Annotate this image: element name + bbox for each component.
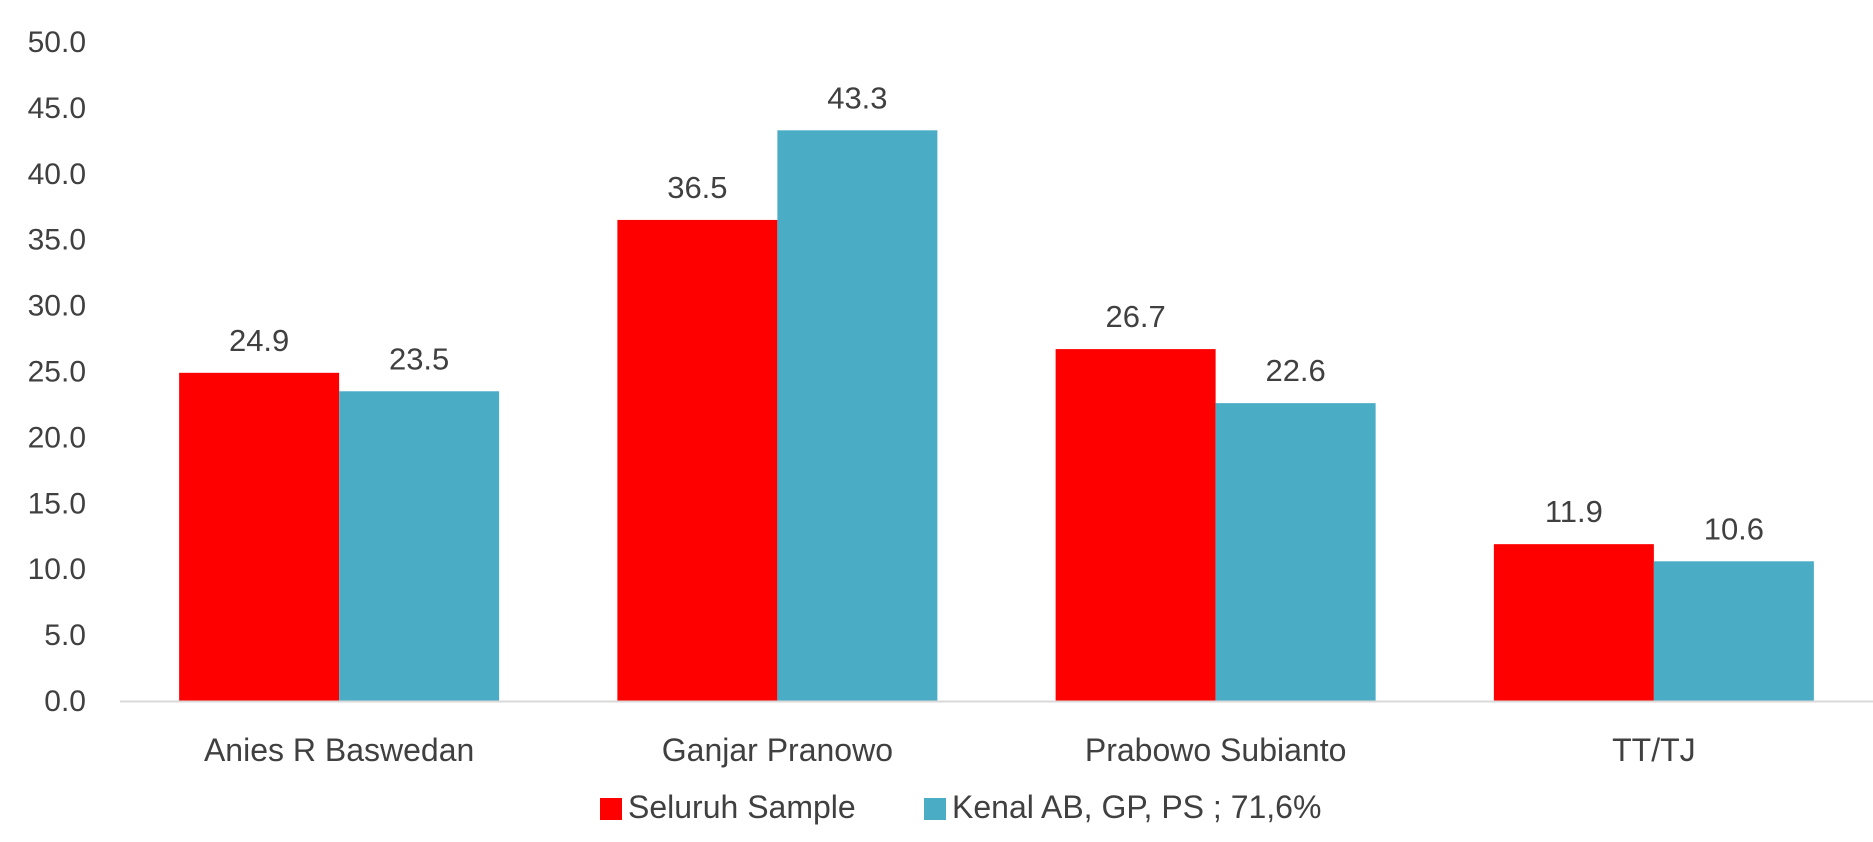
- x-category-label: Anies R Baswedan: [204, 732, 474, 768]
- legend-label: Kenal AB, GP, PS ; 71,6%: [952, 789, 1321, 825]
- bar-series-1-cat-0: [339, 391, 500, 701]
- x-axis: Anies R Baswedan Ganjar Pranowo Prabowo Su…: [120, 700, 1873, 768]
- y-tick-label: 20.0: [28, 421, 86, 454]
- legend-label: Seluruh Sample: [628, 789, 856, 825]
- y-tick-label: 15.0: [28, 487, 86, 520]
- data-label: 24.9: [229, 323, 289, 358]
- y-tick-label: 5.0: [44, 619, 86, 652]
- y-axis: 0.0 5.0 10.0 15.0 20.0 25.0 30.0 35.0 40.0 45.0 50…: [28, 26, 86, 718]
- data-label: 43.3: [827, 80, 887, 115]
- y-tick-label: 25.0: [28, 356, 86, 389]
- y-tick-label: 50.0: [28, 26, 86, 59]
- x-category-label: Ganjar Pranowo: [662, 732, 893, 768]
- legend: Seluruh Sample Kenal AB, GP, PS ; 71,6%: [600, 789, 1321, 825]
- data-label: 22.6: [1265, 353, 1325, 388]
- x-category-label: Prabowo Subianto: [1085, 732, 1347, 768]
- y-tick-label: 45.0: [28, 92, 86, 125]
- legend-swatch: [600, 798, 622, 820]
- y-tick-label: 10.0: [28, 553, 86, 586]
- data-label: 23.5: [389, 341, 449, 376]
- data-label: 10.6: [1704, 511, 1764, 546]
- bar-series-0-cat-1: [617, 219, 778, 701]
- data-labels: 24.9 23.5 36.5 43.3 26.7 22.6 11.9 10.6: [229, 80, 1764, 546]
- bar-series-0-cat-2: [1055, 349, 1216, 701]
- data-label: 11.9: [1545, 494, 1603, 529]
- bar-series-1-cat-3: [1653, 561, 1814, 701]
- y-tick-label: 30.0: [28, 290, 86, 323]
- bar-series-0-cat-0: [179, 372, 340, 701]
- bar-series-0-cat-3: [1493, 544, 1654, 701]
- bar-series-1-cat-2: [1215, 403, 1376, 701]
- data-label: 26.7: [1105, 299, 1165, 334]
- y-tick-label: 40.0: [28, 158, 86, 191]
- bar-series-1-cat-1: [777, 130, 938, 701]
- bars: [179, 130, 1814, 701]
- x-category-label: TT/TJ: [1612, 732, 1696, 768]
- data-label: 36.5: [667, 170, 727, 205]
- y-tick-label: 35.0: [28, 224, 86, 257]
- legend-swatch: [924, 798, 946, 820]
- y-tick-label: 0.0: [44, 685, 86, 718]
